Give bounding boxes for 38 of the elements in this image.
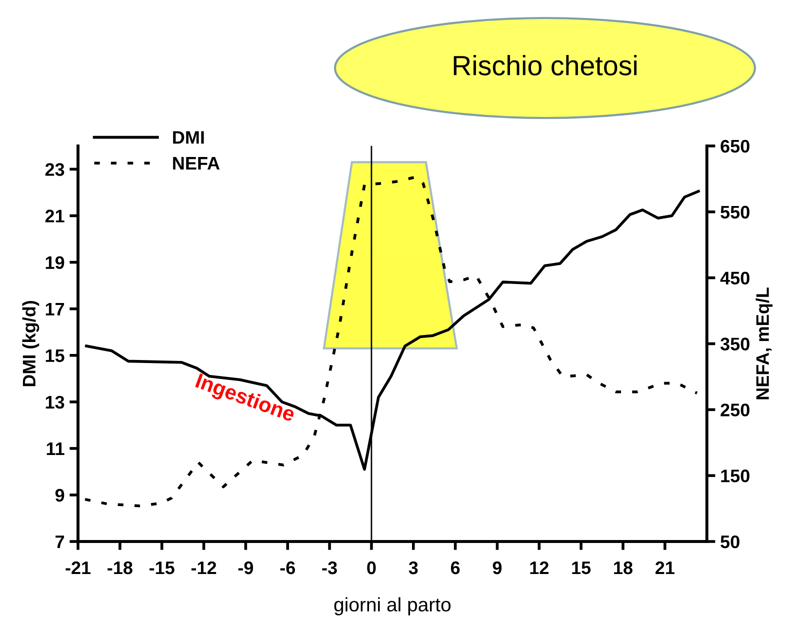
- x-tick-label: 0: [367, 561, 376, 574]
- x-tick-label: -12: [191, 561, 216, 574]
- y2-tick-label: 50: [720, 535, 740, 548]
- y-tick-label: 21: [45, 210, 64, 222]
- x-tick-label: 3: [408, 561, 418, 574]
- y2-tick-label: 450: [720, 272, 750, 285]
- x-tick-label: -18: [108, 561, 132, 574]
- x-tick-label: 12: [530, 561, 548, 574]
- legend-label: NEFA: [173, 157, 220, 170]
- y-tick-label: 17: [46, 302, 64, 316]
- y2-tick-label: 350: [720, 338, 750, 350]
- y-axis-title: DMI (kg/d): [22, 300, 40, 386]
- y2-tick-label: 550: [720, 206, 750, 219]
- y-tick-label: 13: [46, 396, 64, 409]
- y-tick-label: 11: [46, 442, 64, 455]
- x-tick-label: -15: [150, 562, 174, 574]
- x-tick-label: -3: [322, 561, 337, 574]
- legend-label: DMI: [173, 131, 204, 144]
- x-tick-label: 15: [572, 562, 591, 574]
- y2-tick-label: 250: [720, 404, 750, 416]
- x-tick-label: 9: [492, 561, 502, 574]
- x-tick-label: -21: [66, 561, 91, 574]
- y2-axis-title: NEFA, mEq/L: [756, 288, 773, 400]
- x-tick-label: -6: [280, 561, 295, 574]
- x-tick-label: 18: [614, 561, 632, 574]
- y-tick-label: 23: [45, 163, 64, 176]
- y-tick-label: 9: [55, 488, 64, 502]
- x-axis-title: giorni al parto: [334, 597, 451, 616]
- x-tick-label: 21: [656, 561, 674, 574]
- y-tick-label: 15: [46, 349, 64, 362]
- y-tick-label: 7: [56, 536, 64, 548]
- y2-tick-label: 150: [721, 470, 750, 482]
- x-tick-label: -9: [238, 561, 254, 574]
- x-tick-label: 6: [450, 561, 460, 574]
- line-series: [84, 176, 698, 508]
- y-tick-label: 19: [46, 256, 64, 269]
- y2-tick-label: 650: [720, 140, 750, 153]
- text: Rischio chetosi: [454, 55, 637, 76]
